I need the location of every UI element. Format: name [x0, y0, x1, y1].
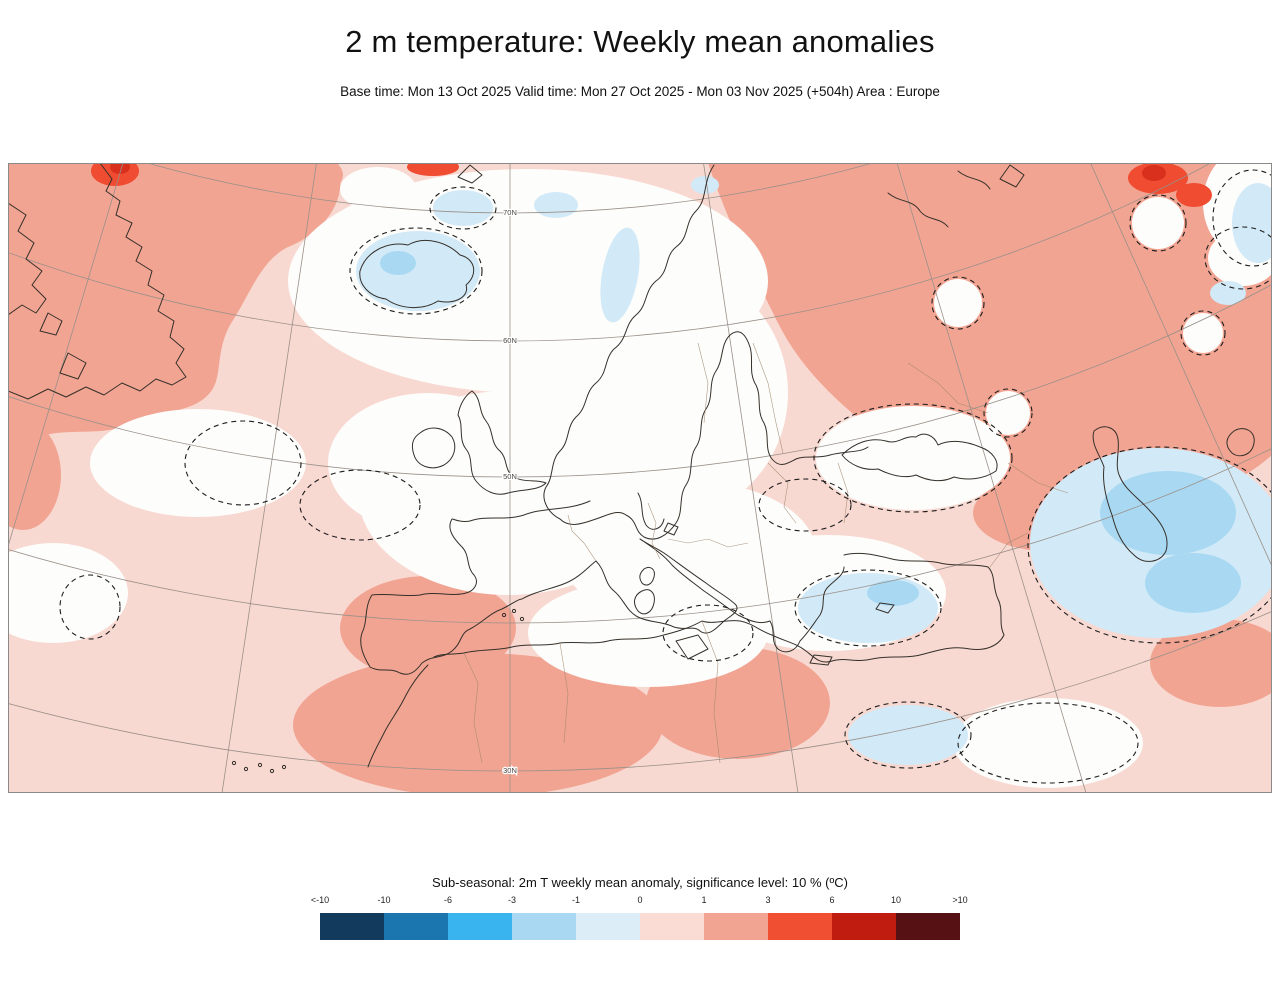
legend-tick: >10: [952, 895, 968, 905]
parallel-label-50n: 50N: [503, 472, 517, 481]
legend-tick: -10: [377, 895, 391, 905]
legend-tick: -6: [443, 895, 453, 905]
legend-swatch: [896, 913, 960, 940]
legend-tick: 1: [701, 895, 707, 905]
map-frame: [8, 163, 1272, 793]
legend-tick-labels: <-10 -10 -6 -3 -1 0 1 3 6 10 >10: [311, 895, 968, 908]
significance-contours: [59, 169, 1272, 784]
legend-tick: 10: [890, 895, 902, 905]
anomaly-map: 70N 60N 50N 30N: [8, 163, 1272, 793]
chart-subtitle: Base time: Mon 13 Oct 2025 Valid time: M…: [340, 84, 940, 99]
legend-swatch: [704, 913, 768, 940]
legend-swatch: [640, 913, 704, 940]
parallel-label-30n: 30N: [503, 766, 517, 775]
coastlines: [8, 163, 1255, 774]
legend-swatch: [768, 913, 832, 940]
legend-caption: Sub-seasonal: 2m T weekly mean anomaly, …: [432, 875, 848, 890]
country-borders: [463, 342, 1069, 764]
legend-swatch: [512, 913, 576, 940]
legend-tick: -1: [571, 895, 581, 905]
page-title: 2 m temperature: Weekly mean anomalies: [345, 24, 935, 59]
warm-anomaly-regions: [8, 163, 1272, 793]
small-islands: [231, 608, 525, 774]
cool-anomaly-regions: [356, 176, 1272, 765]
legend-tick: -3: [507, 895, 517, 905]
legend-swatch: [832, 913, 896, 940]
europe-anomaly-field: 70N 60N 50N 30N: [8, 163, 1272, 793]
legend-colorbar: [320, 913, 960, 940]
legend-swatch: [384, 913, 448, 940]
legend-tick: 0: [637, 895, 643, 905]
legend-tick: 3: [765, 895, 771, 905]
parallel-label-60n: 60N: [503, 336, 517, 345]
legend-tick: <-10: [310, 895, 330, 905]
strong-warm-spots: [91, 163, 1212, 207]
parallel-label-70n: 70N: [503, 208, 517, 217]
graticule-labels: 70N 60N 50N 30N: [502, 207, 518, 776]
legend-swatch: [320, 913, 384, 940]
legend-swatch: [576, 913, 640, 940]
legend-swatch: [448, 913, 512, 940]
legend-tick: 6: [829, 895, 835, 905]
